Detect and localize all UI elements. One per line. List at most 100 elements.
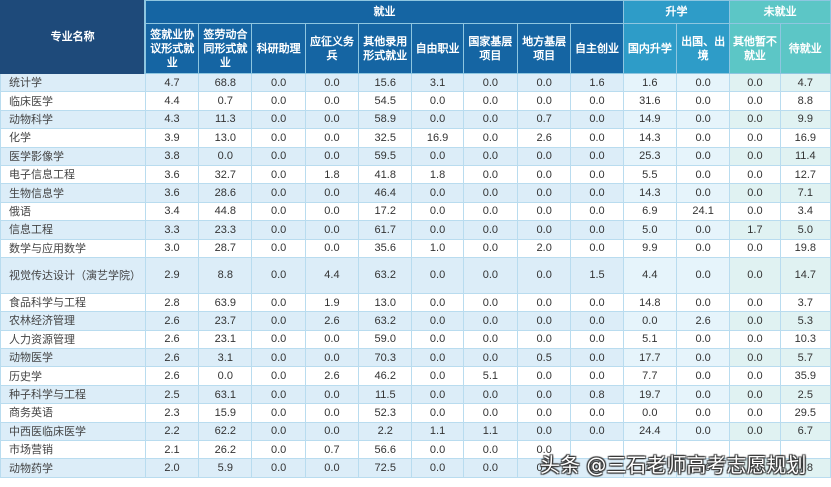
value-cell: 0.0	[517, 292, 572, 313]
value-cell: 0.0	[570, 458, 624, 478]
value-cell: 0.0	[622, 311, 677, 331]
major-name-cell: 信息工程	[0, 220, 146, 240]
major-name-cell: 统计学	[0, 72, 146, 93]
value-cell: 0.0	[304, 183, 360, 203]
value-cell: 2.6	[144, 366, 200, 386]
value-cell: 2.3	[144, 403, 200, 423]
value-cell: 4.7	[779, 72, 831, 93]
value-cell: 0.0	[251, 329, 306, 350]
major-name-cell: 人力资源管理	[0, 329, 146, 350]
major-name-cell: 俄语	[0, 201, 146, 222]
value-cell: 0.0	[729, 329, 781, 350]
value-cell: 11.8	[622, 458, 677, 478]
column-header: 国家基层项目	[462, 23, 519, 74]
value-cell: 0.0	[517, 201, 572, 222]
value-cell: 6.7	[779, 421, 831, 442]
value-cell: 0.0	[729, 201, 781, 222]
value-cell: 0.0	[675, 366, 731, 386]
value-cell: 0.7	[198, 91, 253, 111]
major-name-cell: 化学	[0, 128, 146, 148]
value-cell: 5.1	[622, 329, 677, 350]
value-cell: 0.0	[570, 220, 624, 240]
value-cell: 1.6	[570, 72, 624, 93]
value-cell: 1.1	[411, 421, 464, 442]
value-cell: 0.0	[462, 109, 519, 130]
value-cell: 7.1	[779, 183, 831, 203]
value-cell: 9.9	[622, 238, 677, 258]
value-cell: 2.6	[144, 311, 200, 331]
table-row: 种子科学与工程 2.5 63.1 0.0 0.0 11.5 0.0 0.0 0.0 0.8 19.7…	[0, 384, 831, 405]
value-cell: 8.8	[779, 91, 831, 111]
value-cell: 3.1	[411, 72, 464, 93]
value-cell: 15.6	[358, 72, 413, 93]
header-major-name: 专业名称	[0, 0, 147, 74]
value-cell: 0.0	[570, 348, 624, 368]
value-cell: 0.0	[251, 91, 306, 111]
table-row: 医学影像学 3.8 0.0 0.0 0.0 59.5 0.0 0.0 0.0 0.0 25.3 0.0…	[0, 146, 831, 166]
value-cell: 0.0	[729, 348, 781, 368]
column-header: 应征义务兵	[304, 23, 360, 74]
value-cell: 0.0	[729, 128, 781, 148]
value-cell: 59.5	[358, 146, 413, 166]
value-cell: 1.9	[304, 292, 360, 313]
value-cell: 28.7	[198, 238, 253, 258]
value-cell: 46.4	[358, 183, 413, 203]
value-cell: 3.3	[144, 220, 200, 240]
value-cell: 0.0	[729, 238, 781, 258]
value-cell: 1.8	[411, 164, 464, 185]
value-cell: 0.0	[517, 72, 572, 93]
value-cell: 46.2	[358, 366, 413, 386]
value-cell: 0.0	[304, 384, 360, 405]
value-cell: 5.3	[779, 311, 831, 331]
value-cell: 54.5	[358, 91, 413, 111]
value-cell: 35.9	[779, 366, 831, 386]
value-cell: 26.2	[198, 440, 253, 460]
value-cell: 0.0	[462, 238, 519, 258]
column-header: 国内升学	[622, 23, 677, 74]
value-cell: 1.8	[304, 164, 360, 185]
value-cell: 0.0	[411, 384, 464, 405]
value-cell: 0.0	[251, 384, 306, 405]
value-cell: 0.0	[462, 164, 519, 185]
value-cell: 5.5	[622, 164, 677, 185]
value-cell: 0.5	[517, 348, 572, 368]
value-cell: 19.8	[779, 238, 831, 258]
value-cell: 0.0	[304, 128, 360, 148]
value-cell: 23.7	[198, 311, 253, 331]
value-cell: 3.6	[144, 183, 200, 203]
major-name-cell: 生物信息学	[0, 183, 146, 203]
value-cell: 0.0	[462, 311, 519, 331]
value-cell: 0.0	[251, 311, 306, 331]
value-cell: 0.0	[411, 366, 464, 386]
value-cell: 2.5	[779, 384, 831, 405]
value-cell: 0.0	[675, 403, 731, 423]
value-cell: 0.0	[462, 72, 519, 93]
value-cell: 0.0	[570, 183, 624, 203]
value-cell: 0.0	[462, 146, 519, 166]
value-cell: 0.0	[517, 403, 572, 423]
value-cell: 4.4	[144, 91, 200, 111]
value-cell: 0.0	[729, 292, 781, 313]
value-cell: 11.5	[358, 384, 413, 405]
major-name-cell: 食品科学与工程	[0, 292, 146, 313]
value-cell: 63.2	[358, 256, 413, 294]
value-cell: 0.0	[304, 109, 360, 130]
value-cell: 0.0	[411, 440, 464, 460]
value-cell: 17.2	[358, 201, 413, 222]
value-cell: 0.0	[198, 146, 253, 166]
major-name-cell: 历史学	[0, 366, 146, 386]
value-cell: 0.0	[729, 109, 781, 130]
value-cell: 0.0	[517, 91, 572, 111]
major-name-cell: 电子信息工程	[0, 164, 146, 185]
value-cell: 1.6	[622, 72, 677, 93]
value-cell: 0.0	[304, 220, 360, 240]
value-cell: 0.0	[517, 384, 572, 405]
table-row: 电子信息工程 3.6 32.7 0.0 1.8 41.8 1.8 0.0 0.0 0.0 5.5 0.…	[0, 164, 831, 185]
value-cell: 14.7	[779, 256, 831, 294]
value-cell: 0.0	[729, 256, 781, 294]
header-group-employment: 就业	[144, 0, 624, 24]
value-cell: 17.7	[622, 348, 677, 368]
value-cell: 3.4	[779, 201, 831, 222]
value-cell: 0.0	[462, 201, 519, 222]
value-cell: 0.0	[517, 183, 572, 203]
